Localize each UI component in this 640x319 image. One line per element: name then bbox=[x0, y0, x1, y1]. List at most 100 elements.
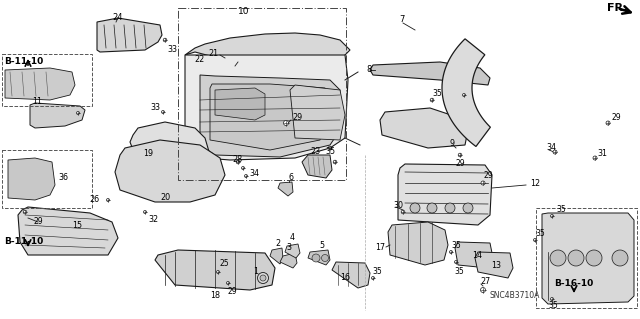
Circle shape bbox=[257, 272, 269, 284]
Circle shape bbox=[106, 198, 109, 202]
Text: 35: 35 bbox=[432, 88, 442, 98]
Polygon shape bbox=[285, 244, 300, 258]
Bar bbox=[178, 8, 346, 180]
Text: 35: 35 bbox=[556, 205, 566, 214]
Text: 21: 21 bbox=[208, 49, 218, 58]
Circle shape bbox=[410, 203, 420, 213]
Text: 25: 25 bbox=[219, 258, 228, 268]
Text: 27: 27 bbox=[480, 278, 490, 286]
Text: 30: 30 bbox=[393, 201, 403, 210]
Text: SNC4B3710A: SNC4B3710A bbox=[490, 292, 540, 300]
Text: 14: 14 bbox=[472, 251, 482, 261]
Circle shape bbox=[333, 160, 337, 164]
Polygon shape bbox=[97, 18, 162, 52]
Text: 2: 2 bbox=[275, 239, 280, 248]
Text: 24: 24 bbox=[112, 12, 122, 21]
Polygon shape bbox=[380, 108, 468, 148]
Polygon shape bbox=[5, 68, 75, 100]
Text: 17: 17 bbox=[375, 242, 385, 251]
Polygon shape bbox=[270, 248, 283, 264]
Polygon shape bbox=[278, 182, 293, 196]
Polygon shape bbox=[455, 242, 493, 268]
Text: 34: 34 bbox=[546, 144, 556, 152]
Polygon shape bbox=[332, 262, 370, 288]
Text: 15: 15 bbox=[72, 221, 82, 231]
Circle shape bbox=[481, 181, 485, 185]
Circle shape bbox=[568, 250, 584, 266]
Text: 29: 29 bbox=[456, 159, 466, 167]
Polygon shape bbox=[398, 164, 492, 225]
Circle shape bbox=[534, 239, 536, 241]
Text: 29: 29 bbox=[611, 113, 621, 122]
Bar bbox=[548, 289, 603, 294]
Text: 35: 35 bbox=[535, 228, 545, 238]
Text: 7: 7 bbox=[399, 16, 404, 25]
Bar bbox=[548, 218, 608, 250]
Circle shape bbox=[586, 250, 602, 266]
Circle shape bbox=[481, 287, 486, 293]
Bar bbox=[2, 54, 92, 106]
Text: B-16-10: B-16-10 bbox=[554, 279, 594, 288]
Circle shape bbox=[241, 167, 244, 169]
Polygon shape bbox=[370, 62, 490, 85]
Circle shape bbox=[216, 271, 220, 273]
Circle shape bbox=[260, 275, 266, 281]
Text: 1: 1 bbox=[253, 266, 258, 276]
Text: 36: 36 bbox=[58, 174, 68, 182]
Text: 13: 13 bbox=[491, 261, 501, 270]
Circle shape bbox=[77, 112, 79, 115]
Text: B-11-10: B-11-10 bbox=[4, 238, 44, 247]
Text: B-11-10: B-11-10 bbox=[4, 57, 44, 66]
Circle shape bbox=[463, 203, 473, 213]
Circle shape bbox=[244, 174, 248, 177]
Text: 26: 26 bbox=[89, 195, 99, 204]
Polygon shape bbox=[155, 250, 275, 290]
Circle shape bbox=[312, 254, 320, 262]
Text: 8: 8 bbox=[366, 64, 371, 73]
Bar bbox=[24, 165, 32, 190]
Text: 23: 23 bbox=[310, 147, 320, 157]
Text: 29: 29 bbox=[483, 172, 493, 181]
Circle shape bbox=[430, 98, 434, 102]
Polygon shape bbox=[475, 252, 513, 278]
Text: 20: 20 bbox=[160, 194, 170, 203]
Text: 29: 29 bbox=[34, 218, 44, 226]
Circle shape bbox=[612, 250, 628, 266]
Polygon shape bbox=[302, 155, 332, 178]
Text: 28: 28 bbox=[232, 154, 242, 164]
Circle shape bbox=[606, 121, 610, 125]
Polygon shape bbox=[30, 103, 85, 128]
Circle shape bbox=[23, 210, 27, 214]
Text: 33: 33 bbox=[150, 102, 160, 112]
Circle shape bbox=[449, 250, 452, 254]
Polygon shape bbox=[115, 140, 225, 202]
Circle shape bbox=[401, 210, 405, 214]
Polygon shape bbox=[442, 39, 490, 146]
Circle shape bbox=[236, 160, 240, 164]
Circle shape bbox=[284, 121, 289, 125]
Polygon shape bbox=[18, 207, 118, 255]
Text: 31: 31 bbox=[597, 149, 607, 158]
Text: FR.: FR. bbox=[607, 3, 627, 13]
Polygon shape bbox=[388, 222, 448, 265]
Polygon shape bbox=[8, 158, 55, 200]
Circle shape bbox=[371, 277, 374, 279]
Circle shape bbox=[321, 255, 328, 262]
Circle shape bbox=[161, 110, 164, 114]
Bar bbox=[536, 208, 637, 308]
Text: 6: 6 bbox=[289, 174, 294, 182]
Polygon shape bbox=[542, 213, 634, 304]
Circle shape bbox=[163, 38, 167, 42]
Text: 35: 35 bbox=[325, 147, 335, 157]
Text: 3: 3 bbox=[286, 243, 291, 253]
Circle shape bbox=[445, 203, 455, 213]
Text: 10: 10 bbox=[238, 6, 250, 16]
Text: 4: 4 bbox=[289, 234, 294, 242]
Polygon shape bbox=[130, 122, 210, 173]
Bar bbox=[12, 165, 20, 190]
Bar bbox=[548, 281, 603, 286]
Text: 22: 22 bbox=[194, 56, 204, 64]
Circle shape bbox=[550, 250, 566, 266]
Bar bbox=[36, 165, 44, 190]
Polygon shape bbox=[200, 75, 340, 157]
